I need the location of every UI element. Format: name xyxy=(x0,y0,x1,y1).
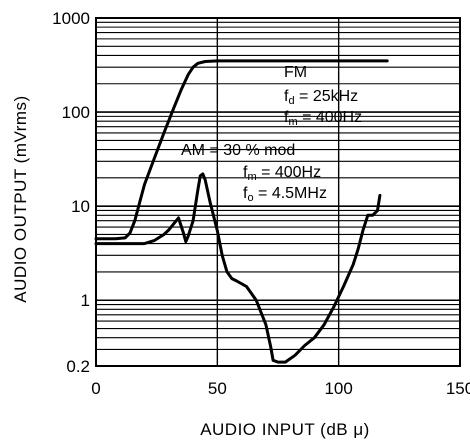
series-line-am xyxy=(94,172,382,364)
x-tick-label: 50 xyxy=(208,379,227,398)
y-tick-label: 0.2 xyxy=(66,357,90,376)
tick-labels: 0 50 100 150 0.2 1 10 100 1000 xyxy=(52,9,470,398)
x-tick-label: 0 xyxy=(91,379,100,398)
y-axis-title: AUDIO OUTPUT (mVrms) xyxy=(11,95,30,302)
y-tick-label: 100 xyxy=(62,103,90,122)
series-line-fm xyxy=(94,59,389,241)
am-annotation: AM = 30 % mod fm = 400Hz fo = 4.5MHz xyxy=(181,142,327,204)
x-tick-label: 150 xyxy=(446,379,470,398)
x-tick-label: 100 xyxy=(324,379,352,398)
fm-deviation: fd = 25kHz xyxy=(284,88,358,107)
am-carrier-frequency: fo = 4.5MHz xyxy=(243,185,327,204)
y-tick-label: 10 xyxy=(71,197,90,216)
fm-title: FM xyxy=(284,64,307,81)
grid xyxy=(96,18,460,366)
fm-modulation-frequency: fm = 400Hz xyxy=(284,109,362,128)
y-tick-label: 1000 xyxy=(52,9,90,28)
plot-frame xyxy=(95,17,461,367)
x-axis-title: AUDIO INPUT (dB μ) xyxy=(200,420,370,439)
am-modulation-frequency: fm = 400Hz xyxy=(243,164,321,183)
am-title: AM = 30 % mod xyxy=(181,142,295,159)
series-lines xyxy=(94,59,389,364)
fm-annotation: FM fd = 25kHz fm = 400Hz xyxy=(284,64,362,128)
y-tick-label: 1 xyxy=(81,291,90,310)
